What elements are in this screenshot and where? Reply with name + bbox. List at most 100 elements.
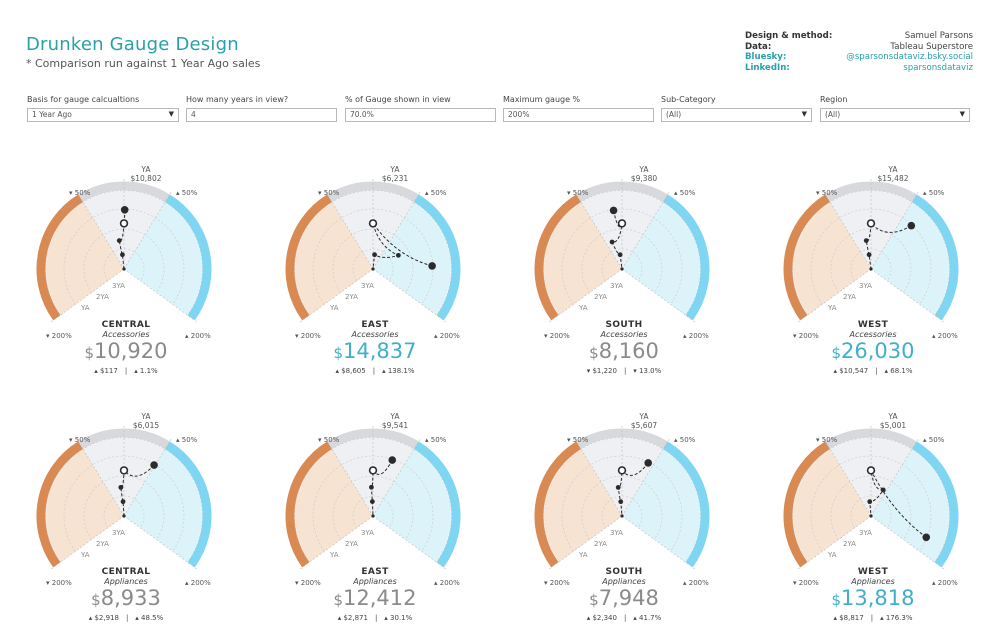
years-value: 4: [191, 110, 196, 119]
spoke-line: [573, 437, 623, 517]
credit-data-label: Data:: [745, 41, 772, 52]
ya-point: [368, 466, 378, 475]
decline-zone: [45, 449, 124, 562]
ya-point: [866, 219, 876, 228]
filter-basis-label: Basis for gauge calcualtions: [27, 95, 140, 104]
center-point: [620, 514, 624, 518]
pct-right-label: ▴ 50%: [674, 436, 696, 444]
linkedin-link[interactable]: sparsonsdataviz: [903, 62, 973, 73]
history-point: [609, 239, 615, 245]
ring-guide: [543, 190, 701, 316]
bottom-left-label: ▾ 200%: [295, 579, 321, 587]
ya-heading: YA: [888, 165, 898, 174]
max-gauge-value: 200%: [508, 110, 530, 119]
filter-max-gauge: Maximum gauge % 200%: [503, 95, 654, 122]
decline-zone: [544, 449, 622, 562]
current-point: [907, 221, 916, 230]
dollar-sign: $: [589, 591, 599, 609]
year-label-ya: YA: [330, 304, 339, 312]
dollar-sign: $: [91, 591, 101, 609]
gauge-card: YA $9,541 ▾ 50% ▴ 50% ▾ 200% ▴ 200% 3YA 2YA YA EA…: [285, 391, 495, 622]
decline-band: [36, 441, 84, 568]
dollar-sign: $: [831, 591, 842, 609]
region-label: WEST: [857, 567, 889, 577]
delta-pct: ▴ 41.7%: [633, 614, 662, 622]
growth-band: [413, 194, 461, 321]
bottom-right-label: ▴ 200%: [683, 332, 709, 340]
current-value-number: 10,920: [94, 339, 168, 363]
credit-data-value: Tableau Superstore: [890, 41, 973, 52]
pct-left-label: ▾ 50%: [567, 436, 589, 444]
filter-bar: Basis for gauge calcualtions 1 Year Ago ▼…: [0, 95, 1000, 125]
delta-pct: ▴ 30.1%: [384, 614, 413, 622]
growth-zone: [124, 449, 202, 562]
bluesky-link[interactable]: @sparsonsdataviz.bsky.social: [846, 52, 973, 63]
spoke-line: [870, 190, 920, 270]
gauge-svg: [36, 177, 212, 324]
delta-abs: ▴ $8,605: [335, 367, 366, 375]
gauge-card: YA $15,482 ▾ 50% ▴ 50% ▾ 200% ▴ 200% 3YA 2YA YA W…: [783, 144, 993, 375]
neutral-band: [576, 181, 668, 203]
gauge-card: YA $6,015 ▾ 50% ▴ 50% ▾ 200% ▴ 200% 3YA 2YA YA CE…: [36, 391, 246, 622]
ya-label: YA $6,231: [379, 165, 411, 183]
subcategory-dropdown[interactable]: (All) ▼: [661, 108, 812, 122]
history-point: [618, 499, 624, 505]
ya-point: [617, 466, 627, 475]
decline-zone: [295, 449, 373, 562]
ring-guide: [581, 228, 663, 293]
gauge-svg: [285, 177, 461, 324]
subcategory-label: Accessories: [351, 330, 399, 339]
ya-label: YA $9,380: [628, 165, 660, 183]
credit-bluesky[interactable]: Bluesky: @sparsonsdataviz.bsky.social: [745, 52, 973, 63]
filter-max-gauge-label: Maximum gauge %: [503, 95, 581, 104]
year-label-2ya: 2YA: [843, 540, 856, 548]
year-label-2ya: 2YA: [96, 540, 109, 548]
year-label-3ya: 3YA: [859, 282, 872, 290]
basis-dropdown[interactable]: 1 Year Ago ▼: [27, 108, 179, 122]
year-label-2ya: 2YA: [594, 293, 607, 301]
subcategory-label: Appliances: [851, 577, 895, 586]
ring-guide: [294, 437, 452, 563]
year-label-3ya: 3YA: [610, 282, 623, 290]
neutral-band: [576, 428, 668, 450]
delta-separator: |: [125, 614, 129, 622]
gauge-svg: [783, 177, 959, 324]
decline-band: [783, 441, 831, 568]
decline-band: [534, 441, 582, 568]
year-label-2ya: 2YA: [345, 293, 358, 301]
spoke-line: [123, 268, 199, 324]
region-dropdown[interactable]: (All) ▼: [820, 108, 970, 122]
page-title: Drunken Gauge Design: [26, 34, 239, 55]
ya-heading: YA: [888, 412, 898, 421]
ring-guide: [792, 190, 950, 316]
history-point: [867, 499, 873, 505]
current-value: $10,920: [46, 339, 206, 363]
ring-guide: [581, 475, 663, 540]
credit-linkedin[interactable]: LinkedIn: sparsonsdataviz: [745, 63, 973, 74]
year-label-3ya: 3YA: [361, 529, 374, 537]
history-point: [866, 252, 872, 258]
spoke-line: [621, 437, 671, 517]
ring-guide: [332, 228, 414, 293]
region-label: EAST: [361, 567, 389, 577]
subcategory-label: Accessories: [600, 330, 648, 339]
current-value-number: 13,818: [841, 586, 915, 610]
history-point: [120, 499, 126, 505]
spoke-line: [573, 190, 623, 270]
ya-point: [368, 219, 378, 228]
pct-right-label: ▴ 50%: [176, 436, 198, 444]
spoke-line: [298, 268, 374, 324]
current-point: [609, 206, 618, 215]
dollar-sign: $: [589, 344, 599, 362]
ring-guide: [792, 437, 950, 563]
current-value: $7,948: [544, 586, 704, 610]
history-point: [880, 487, 886, 493]
decline-band: [534, 194, 582, 321]
ring-guide: [103, 248, 145, 281]
current-value: $8,160: [544, 339, 704, 363]
neutral-band: [327, 428, 419, 450]
max-gauge-input[interactable]: 200%: [503, 108, 654, 122]
years-input[interactable]: 4: [186, 108, 337, 122]
history-point: [863, 238, 869, 243]
gauge-shown-input[interactable]: 70.0%: [345, 108, 496, 122]
